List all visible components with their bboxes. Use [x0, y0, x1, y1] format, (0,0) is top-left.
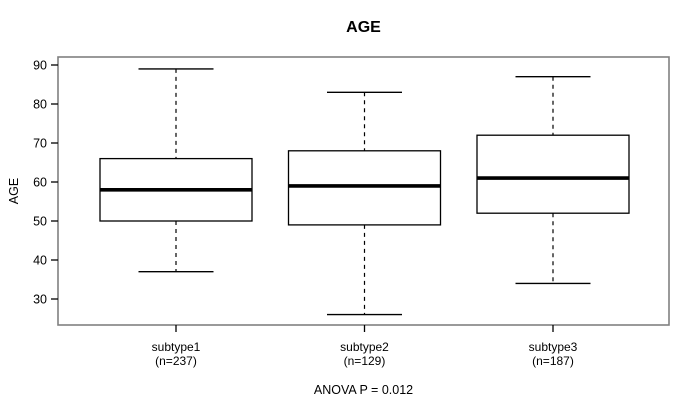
y-tick-label: 90 [33, 59, 47, 73]
y-tick-label: 30 [33, 293, 47, 307]
x-category-sublabel: (n=187) [532, 354, 574, 368]
y-axis-title: AGE [7, 177, 21, 205]
iqr-box [476, 134, 630, 214]
x-category-sublabel: (n=237) [155, 354, 197, 368]
y-tick-label: 50 [33, 215, 47, 229]
x-category-sublabel: (n=129) [344, 354, 386, 368]
iqr-box [287, 150, 442, 226]
plot-frame [57, 56, 670, 326]
x-category-label: subtype1 [152, 340, 201, 354]
chart-title: AGE [346, 19, 381, 36]
y-tick-label: 40 [33, 254, 47, 268]
x-category-label: subtype2 [340, 340, 389, 354]
y-tick-label: 80 [33, 98, 47, 112]
y-tick-label: 70 [33, 137, 47, 151]
anova-annotation: ANOVA P = 0.012 [313, 383, 414, 397]
x-category-label: subtype3 [529, 340, 578, 354]
y-tick-label: 60 [33, 176, 47, 190]
